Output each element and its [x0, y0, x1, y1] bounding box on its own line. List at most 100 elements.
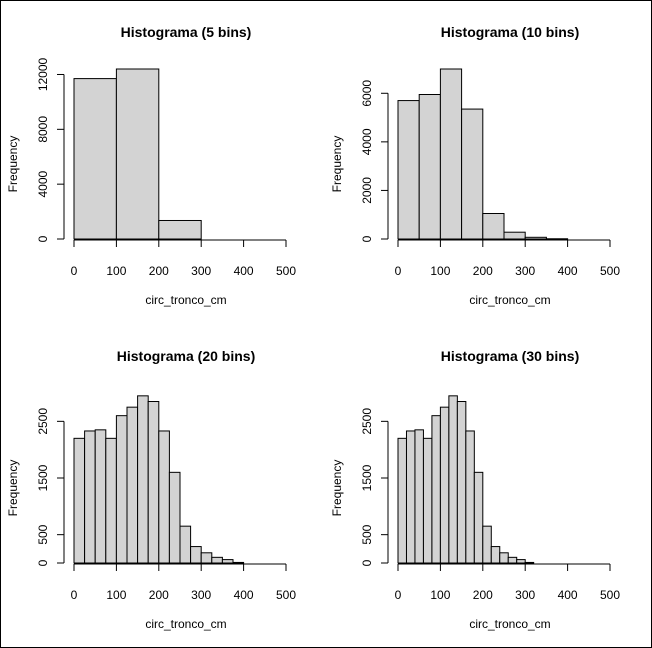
histogram-bar [232, 561, 245, 564]
x-tick-label: 300 [515, 264, 535, 278]
y-tick-label: 0 [36, 235, 50, 242]
x-tick-label: 300 [191, 588, 211, 602]
x-tick-label: 0 [395, 264, 402, 278]
histogram-bar [482, 525, 492, 564]
x-tick-label: 300 [515, 588, 535, 602]
x-tick-label: 400 [558, 588, 578, 602]
y-tick-label: 4000 [360, 128, 374, 155]
histogram-panel-4: Histograma (30 bins) 0 100 200 300 400 500 0 500… [330, 348, 620, 631]
y-tick-label: 8000 [36, 116, 50, 143]
histogram-bar [465, 430, 475, 564]
x-tick-label: 200 [149, 588, 169, 602]
x-tick-label: 200 [149, 264, 169, 278]
x-tick-label: 100 [106, 264, 126, 278]
histogram-bar [456, 401, 467, 564]
histogram-bar [105, 437, 117, 564]
x-tick-label: 400 [234, 588, 254, 602]
histogram-bar [473, 471, 484, 564]
y-tick-label: 2500 [36, 408, 50, 435]
y-tick-label: 0 [360, 235, 374, 242]
histogram-bar [73, 78, 117, 240]
x-tick-label: 400 [234, 264, 254, 278]
chart-title: Histograma (30 bins) [441, 348, 579, 364]
y-tick-label: 0 [36, 559, 50, 566]
x-tick-label: 500 [600, 588, 620, 602]
x-tick-label: 300 [191, 264, 211, 278]
histogram-bar [516, 559, 526, 564]
y-tick-label: 1500 [360, 464, 374, 491]
histogram-bar [94, 429, 107, 564]
histogram-panel-1: Histograma (5 bins) 0 100 200 300 400 500 0 4000… [6, 24, 296, 307]
histogram-bar [221, 559, 234, 564]
y-axis-label: Frequency [330, 460, 344, 517]
x-tick-label: 400 [558, 264, 578, 278]
histogram-bar [397, 437, 407, 564]
histogram-bar [115, 415, 128, 564]
histogram-bar [414, 429, 424, 564]
y-tick-label: 500 [360, 524, 374, 544]
y-tick-label: 500 [36, 524, 50, 544]
x-tick-label: 500 [600, 264, 620, 278]
histogram-bar [499, 552, 509, 564]
y-tick-label: 2500 [360, 408, 374, 435]
chart-title: Histograma (10 bins) [441, 24, 579, 40]
histogram-bar [168, 471, 181, 564]
histogram-bar [461, 108, 484, 240]
histogram-panel-2: Histograma (10 bins) 0 100 200 300 400 500 0 200… [330, 24, 620, 307]
chart-title: Histograma (20 bins) [117, 348, 255, 364]
histogram-bar [439, 68, 463, 240]
histogram-bar [211, 556, 223, 564]
histogram-bar [490, 546, 501, 564]
histogram-bar [524, 236, 547, 240]
x-axis-label: circ_tronco_cm [469, 617, 550, 631]
x-axis-label: circ_tronco_cm [145, 617, 226, 631]
histogram-bar [507, 556, 518, 564]
histogram-bar [439, 406, 450, 564]
histogram-bar [397, 100, 420, 240]
x-tick-label: 500 [276, 588, 296, 602]
histogram-bar [126, 406, 139, 564]
chart-title: Histograma (5 bins) [121, 24, 252, 40]
histogram-bar [418, 94, 441, 240]
histogram-bar [503, 231, 526, 240]
x-axis-label: circ_tronco_cm [469, 293, 550, 307]
histogram-bar [431, 415, 441, 564]
histogram-bar [200, 552, 213, 564]
x-tick-label: 0 [395, 588, 402, 602]
y-tick-label: 4000 [36, 170, 50, 197]
y-axis-label: Frequency [6, 136, 20, 193]
y-axis-label: Frequency [6, 460, 20, 517]
histogram-bar [448, 395, 458, 564]
x-tick-label: 0 [71, 264, 78, 278]
histogram-bar [190, 546, 202, 564]
histogram-bar [405, 430, 416, 564]
histogram-bar [73, 437, 86, 564]
y-tick-label: 1500 [36, 464, 50, 491]
x-tick-label: 200 [473, 588, 493, 602]
histogram-bar [482, 213, 505, 240]
x-tick-label: 500 [276, 264, 296, 278]
y-tick-label: 0 [360, 559, 374, 566]
x-tick-label: 200 [473, 264, 493, 278]
histogram-bar [158, 430, 170, 564]
histogram-panel-3: Histograma (20 bins) 0 100 200 300 400 500 0 500… [6, 348, 296, 631]
histogram-bar [524, 561, 535, 564]
x-tick-label: 100 [106, 588, 126, 602]
histogram-bar [179, 525, 192, 564]
y-tick-label: 2000 [360, 177, 374, 204]
histogram-bar [137, 395, 149, 564]
histogram-bar [115, 68, 160, 240]
x-tick-label: 100 [430, 264, 450, 278]
x-tick-label: 0 [71, 588, 78, 602]
y-tick-label: 6000 [360, 80, 374, 107]
histogram-bar [84, 430, 96, 564]
histogram-bar [147, 401, 160, 564]
x-tick-label: 100 [430, 588, 450, 602]
histogram-bar [158, 219, 202, 240]
y-tick-label: 12000 [36, 57, 50, 91]
y-axis-label: Frequency [330, 136, 344, 193]
histogram-bar [422, 437, 433, 564]
x-axis-label: circ_tronco_cm [145, 293, 226, 307]
